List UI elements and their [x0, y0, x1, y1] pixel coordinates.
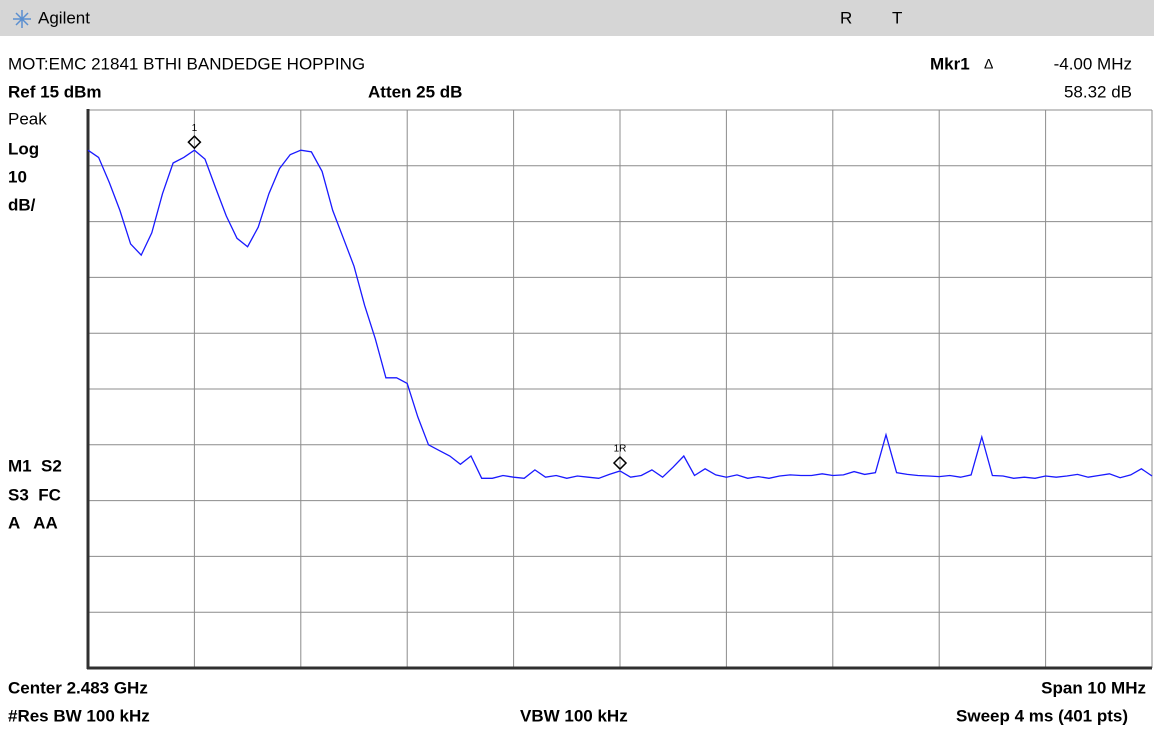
status-t: T [892, 8, 902, 27]
ref-level: Ref 15 dBm [8, 82, 102, 101]
scale-type: Log [8, 139, 39, 158]
detector: Peak [8, 109, 47, 128]
marker-name: Mkr1 [930, 54, 970, 73]
status-label: S3 FC [8, 485, 61, 504]
status-r: R [840, 8, 852, 27]
marker-level: 58.32 dB [1064, 82, 1132, 101]
status-label: M1 S2 [8, 456, 62, 475]
title-bar [0, 0, 1154, 36]
span: Span 10 MHz [1041, 678, 1146, 697]
chart-title: MOT:EMC 21841 BTHI BANDEDGE HOPPING [8, 54, 365, 73]
brand: Agilent [38, 8, 90, 27]
trace [87, 149, 1153, 479]
status-label: A AA [8, 513, 58, 532]
marker-value: -4.00 MHz [1054, 54, 1132, 73]
brand-logo [13, 10, 31, 28]
scale-unit: dB/ [8, 195, 36, 214]
resolution-bandwidth: #Res BW 100 kHz [8, 706, 150, 725]
sweep: Sweep 4 ms (401 pts) [956, 706, 1128, 725]
attenuation: Atten 25 dB [368, 82, 462, 101]
marker-label: 1R [614, 444, 627, 455]
video-bandwidth: VBW 100 kHz [520, 706, 628, 725]
marker-diamond [187, 135, 202, 150]
center-frequency: Center 2.483 GHz [8, 678, 148, 697]
marker-label: 1 [192, 123, 198, 134]
marker-diamond [612, 455, 628, 471]
scale-value: 10 [8, 167, 27, 186]
marker-delta: Δ [984, 56, 993, 72]
plot-area: 1 1R [86, 109, 1153, 670]
